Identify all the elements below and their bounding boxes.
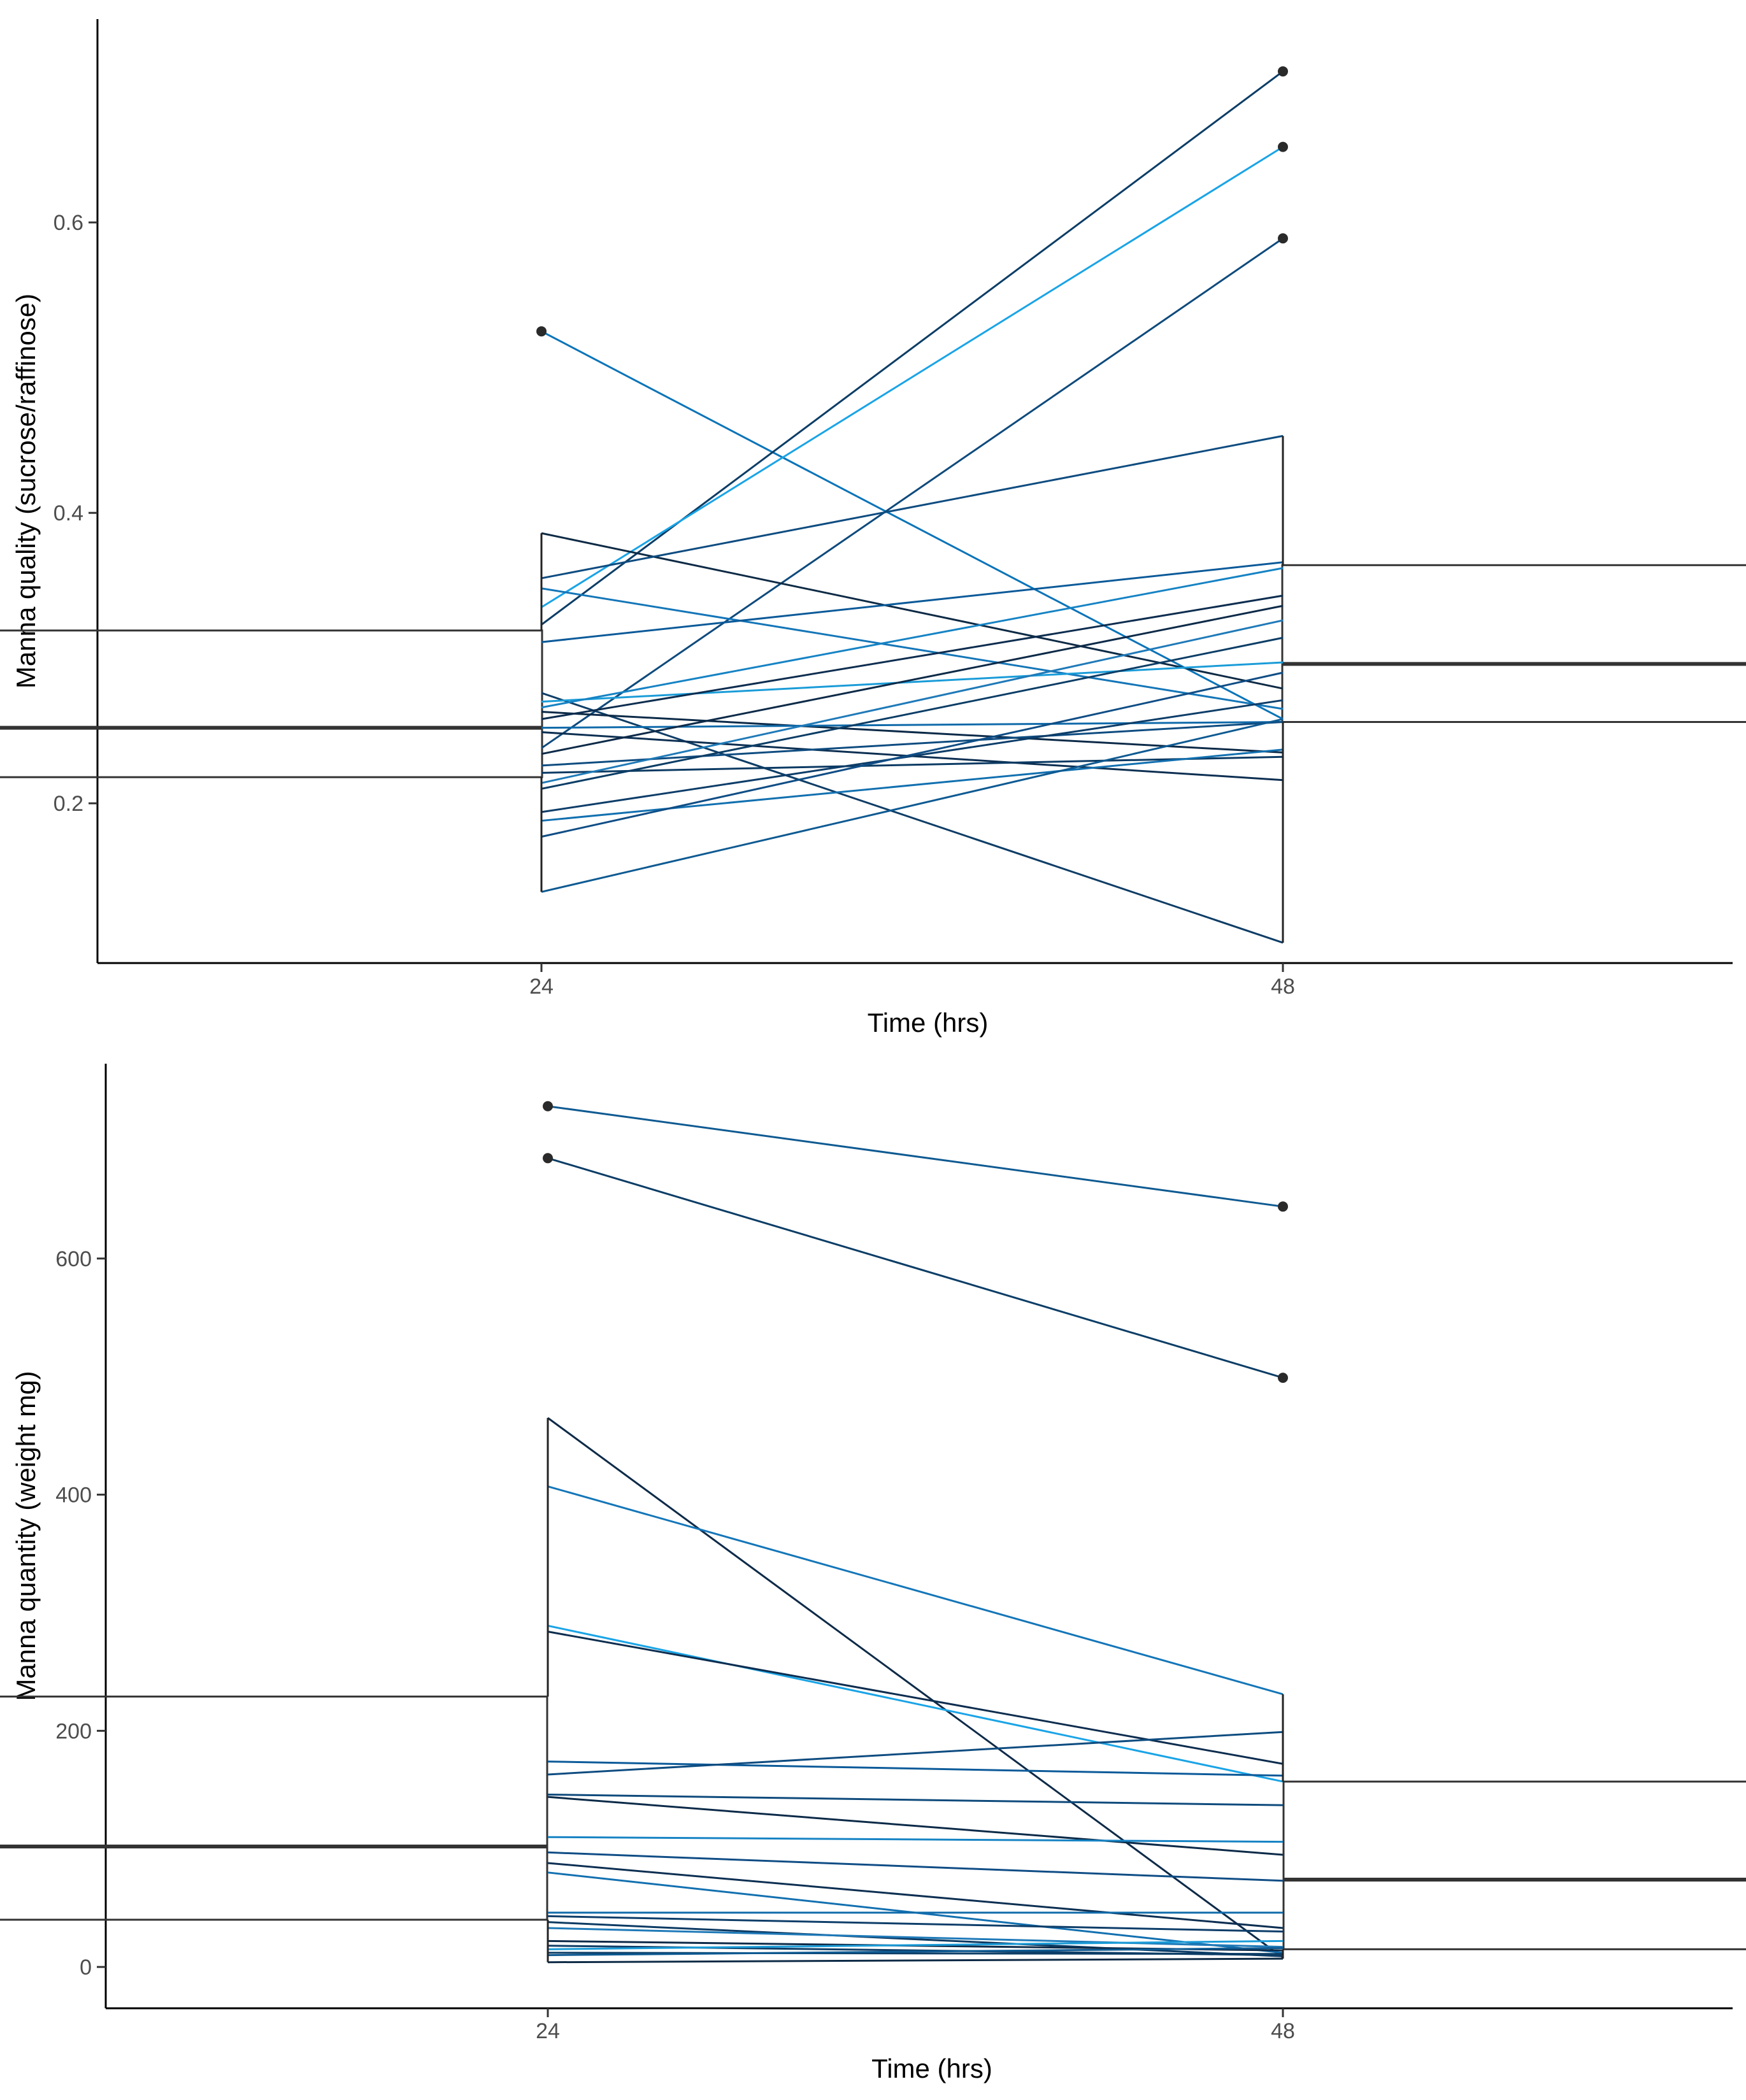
pair-line — [541, 561, 1284, 643]
x-tick-label: 48 — [1271, 2019, 1295, 2043]
pair-line — [541, 661, 1284, 703]
y-tick-label: 0.6 — [54, 211, 83, 235]
x-axis-title: Time (hrs) — [871, 2054, 992, 2083]
pair-line — [541, 636, 1284, 790]
pair-line — [541, 238, 1284, 749]
box — [0, 1696, 548, 1921]
pair-line — [541, 718, 1284, 893]
quality-panel: 0.2 0.4 0.6 24 48 Time (hrs) Manna quality (su… — [0, 19, 1746, 1038]
x-tick-label: 24 — [529, 975, 554, 999]
pair-line — [541, 587, 1284, 710]
box — [0, 629, 543, 778]
y-tick-label: 0.2 — [54, 792, 83, 816]
pair-line — [541, 567, 1284, 709]
pair-line — [547, 1862, 1284, 1929]
pair-line — [547, 1957, 1284, 1964]
pair-line — [541, 70, 1284, 625]
pair-line — [547, 1731, 1284, 1776]
outlier-point — [1278, 233, 1288, 244]
pair-line — [541, 330, 1284, 720]
quantity-panel: 0 200 400 600 24 48 Time (hrs) Manna quantity (… — [0, 1064, 1746, 2083]
outlier-point — [536, 326, 547, 337]
pair-line — [547, 1927, 1284, 1948]
pair-line — [541, 604, 1284, 755]
box — [1281, 564, 1746, 724]
outlier-point — [543, 1153, 553, 1164]
outlier-point — [1278, 141, 1288, 152]
pair-line — [547, 1915, 1284, 1933]
pair-line — [547, 1952, 1284, 1955]
box — [1282, 1780, 1746, 1950]
pair-line — [547, 1631, 1284, 1765]
y-tick-label: 400 — [55, 1483, 92, 1508]
pair-line — [541, 434, 1284, 580]
pair-line — [547, 1417, 1284, 1959]
pair-line — [547, 1836, 1284, 1843]
pair-line — [541, 721, 1284, 767]
pair-line — [547, 1939, 1284, 1950]
x-tick-label: 48 — [1271, 975, 1295, 999]
outlier-point — [1278, 66, 1288, 77]
pair-line — [541, 671, 1284, 838]
outlier-point — [1278, 1373, 1288, 1383]
y-axis-title: Manna quantity (weight mg) — [11, 1371, 41, 1701]
y-tick-label: 200 — [55, 1719, 92, 1743]
y-tick-label: 600 — [55, 1247, 92, 1271]
pair-line — [547, 1921, 1284, 1957]
pair-line — [547, 1946, 1284, 1957]
pair-line — [547, 1793, 1284, 1806]
pair-line — [541, 748, 1284, 822]
x-axis-title: Time (hrs) — [868, 1008, 989, 1038]
x-tick-label: 24 — [536, 2019, 560, 2043]
pair-line — [547, 1485, 1284, 1696]
pair-line — [547, 1105, 1284, 1208]
y-axis-title: Manna quality (sucrose/raffinose) — [11, 294, 41, 689]
pair-line — [547, 1624, 1284, 1783]
pair-line — [541, 721, 1284, 729]
pair-line — [547, 1851, 1284, 1882]
pair-line — [541, 146, 1284, 608]
pair-line — [547, 1796, 1284, 1856]
pair-line — [541, 692, 1284, 944]
pair-line — [547, 1761, 1284, 1777]
pair-line — [541, 711, 1284, 754]
pair-line — [541, 755, 1284, 774]
pair-line — [541, 594, 1284, 720]
pair-line — [547, 1157, 1284, 1379]
outlier-point — [543, 1101, 553, 1111]
outlier-point — [1278, 1201, 1288, 1212]
pair-line — [541, 699, 1284, 813]
y-tick-label: 0.4 — [54, 501, 83, 525]
pair-line — [541, 619, 1284, 784]
y-tick-label: 0 — [80, 1955, 92, 1980]
